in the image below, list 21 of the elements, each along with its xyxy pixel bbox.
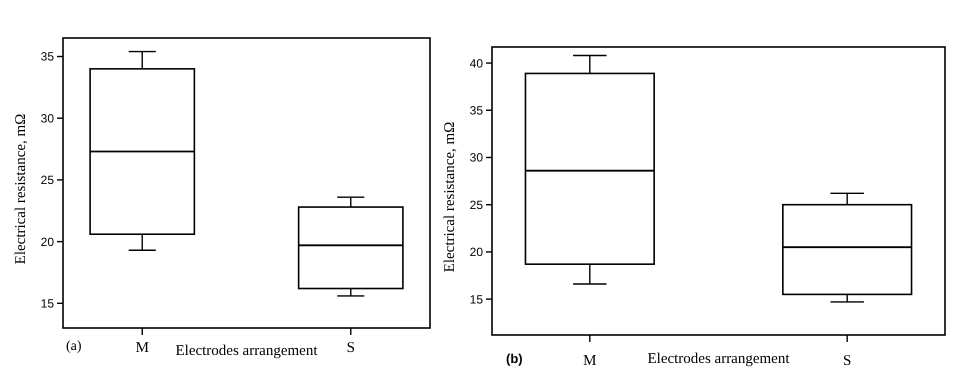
y-tick-label: 20 <box>40 234 54 249</box>
y-tick-label: 25 <box>470 198 484 212</box>
y-tick-label: 25 <box>40 173 54 188</box>
x-tick-label: M <box>583 353 596 369</box>
y-tick-label: 40 <box>470 56 484 70</box>
y-tick-label: 30 <box>40 111 54 126</box>
text: (b) <box>506 351 523 366</box>
x-tick-label: M <box>136 340 149 356</box>
y-tick-label: 15 <box>470 292 484 306</box>
y-tick-label: 35 <box>40 50 54 64</box>
text: (a) <box>66 339 82 354</box>
x-axis-title: Electrodes arrangement <box>647 351 790 367</box>
x-tick-label: S <box>346 340 355 356</box>
y-tick-label: 15 <box>40 296 54 311</box>
x-tick-label: S <box>843 353 852 369</box>
y-tick-label: 35 <box>470 103 484 118</box>
x-axis-title: Electrodes arrangement <box>175 343 318 359</box>
y-axis-title: Electrical resistance, mΩ <box>442 122 458 272</box>
y-tick-label: 20 <box>470 245 484 260</box>
y-axis-title: Electrical resistance, mΩ <box>13 114 29 264</box>
y-tick-label: 30 <box>470 150 484 165</box>
